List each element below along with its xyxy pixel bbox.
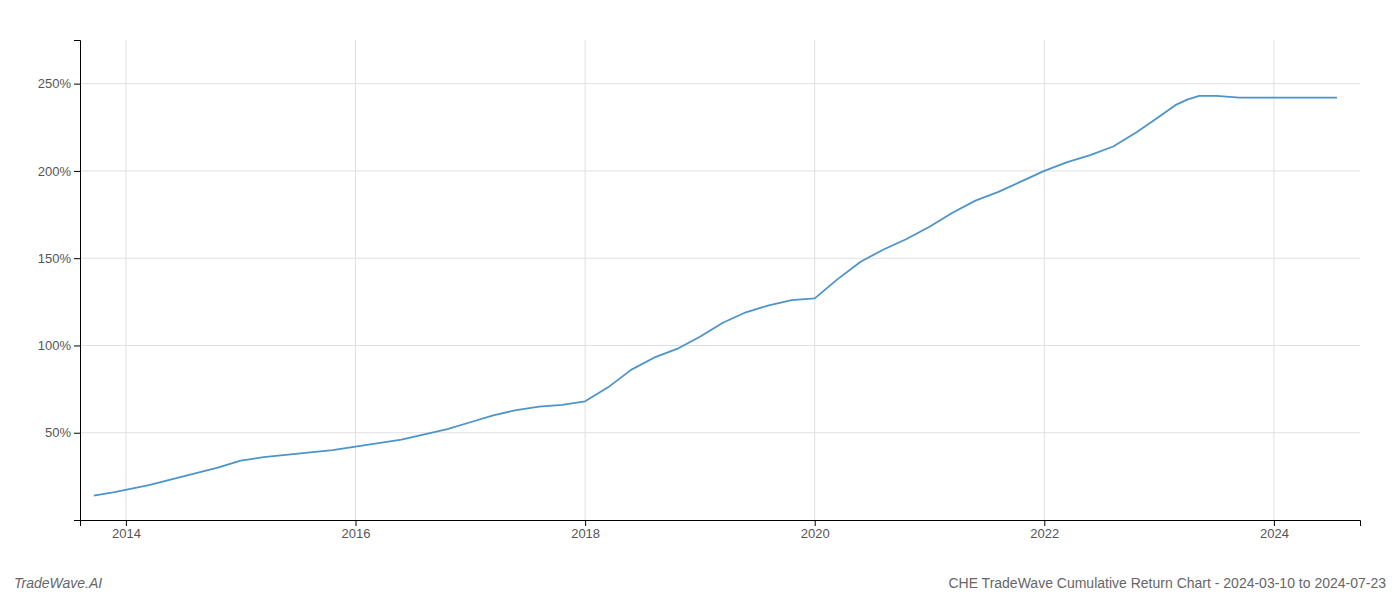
grid-line-y xyxy=(80,170,1360,171)
tick-mark xyxy=(74,433,80,434)
grid-line-y xyxy=(80,432,1360,433)
tick-label: 2020 xyxy=(801,526,830,541)
line xyxy=(94,96,1337,496)
chart: 2014 2016 2018 2020 2022 2024 50% 100% 150% 200% 2… xyxy=(0,0,1400,600)
grid-line-y xyxy=(80,83,1360,84)
tick: 200% xyxy=(38,164,80,179)
tick-mark xyxy=(74,345,80,346)
tick: 2020 xyxy=(801,520,830,541)
tick-mark xyxy=(1044,520,1045,526)
tick: 2024 xyxy=(1260,520,1289,541)
tick-label: 2014 xyxy=(112,526,141,541)
tick-label: 2024 xyxy=(1260,526,1289,541)
tick-mark xyxy=(74,171,80,172)
grid-line-x xyxy=(125,40,126,520)
tick-label: 100% xyxy=(38,338,72,353)
tick-label: 2018 xyxy=(571,526,600,541)
tick-mark xyxy=(585,520,586,526)
tick-label: 250% xyxy=(38,76,72,91)
tick-label: 50% xyxy=(45,425,71,440)
grid xyxy=(80,40,1360,520)
grid-line-y xyxy=(80,258,1360,259)
tick: 50% xyxy=(45,425,80,440)
tick: 250% xyxy=(38,76,80,91)
grid-line-x xyxy=(1273,40,1274,520)
tick-mark xyxy=(815,520,816,526)
tick-mark xyxy=(356,520,357,526)
watermark: TradeWave.AI xyxy=(14,575,102,591)
tick: 2016 xyxy=(342,520,371,541)
grid-line-y xyxy=(80,345,1360,346)
tick-label: 2016 xyxy=(342,526,371,541)
grid-line-x xyxy=(1044,40,1045,520)
title: CHE TradeWave Cumulative Return Chart - … xyxy=(948,575,1386,591)
tick: 100% xyxy=(38,338,80,353)
grid-line-x xyxy=(585,40,586,520)
axis-line xyxy=(74,41,81,521)
tick: 150% xyxy=(38,251,80,266)
x-axis: 2014 2016 2018 2020 2022 2024 xyxy=(81,520,1361,541)
grid-line-x xyxy=(814,40,815,520)
tick-label: 2022 xyxy=(1030,526,1059,541)
axis-line xyxy=(81,521,1361,527)
tick-mark xyxy=(74,258,80,259)
tick-label: 150% xyxy=(38,251,72,266)
tick-mark xyxy=(1274,520,1275,526)
tick-label: 200% xyxy=(38,164,72,179)
tick-mark xyxy=(74,84,80,85)
tick: 2018 xyxy=(571,520,600,541)
tick: 2022 xyxy=(1030,520,1059,541)
tick-mark xyxy=(126,520,127,526)
tick: 2014 xyxy=(112,520,141,541)
grid-line-x xyxy=(355,40,356,520)
plot-area xyxy=(94,96,1337,496)
y-axis: 50% 100% 150% 200% 250% xyxy=(38,41,81,521)
